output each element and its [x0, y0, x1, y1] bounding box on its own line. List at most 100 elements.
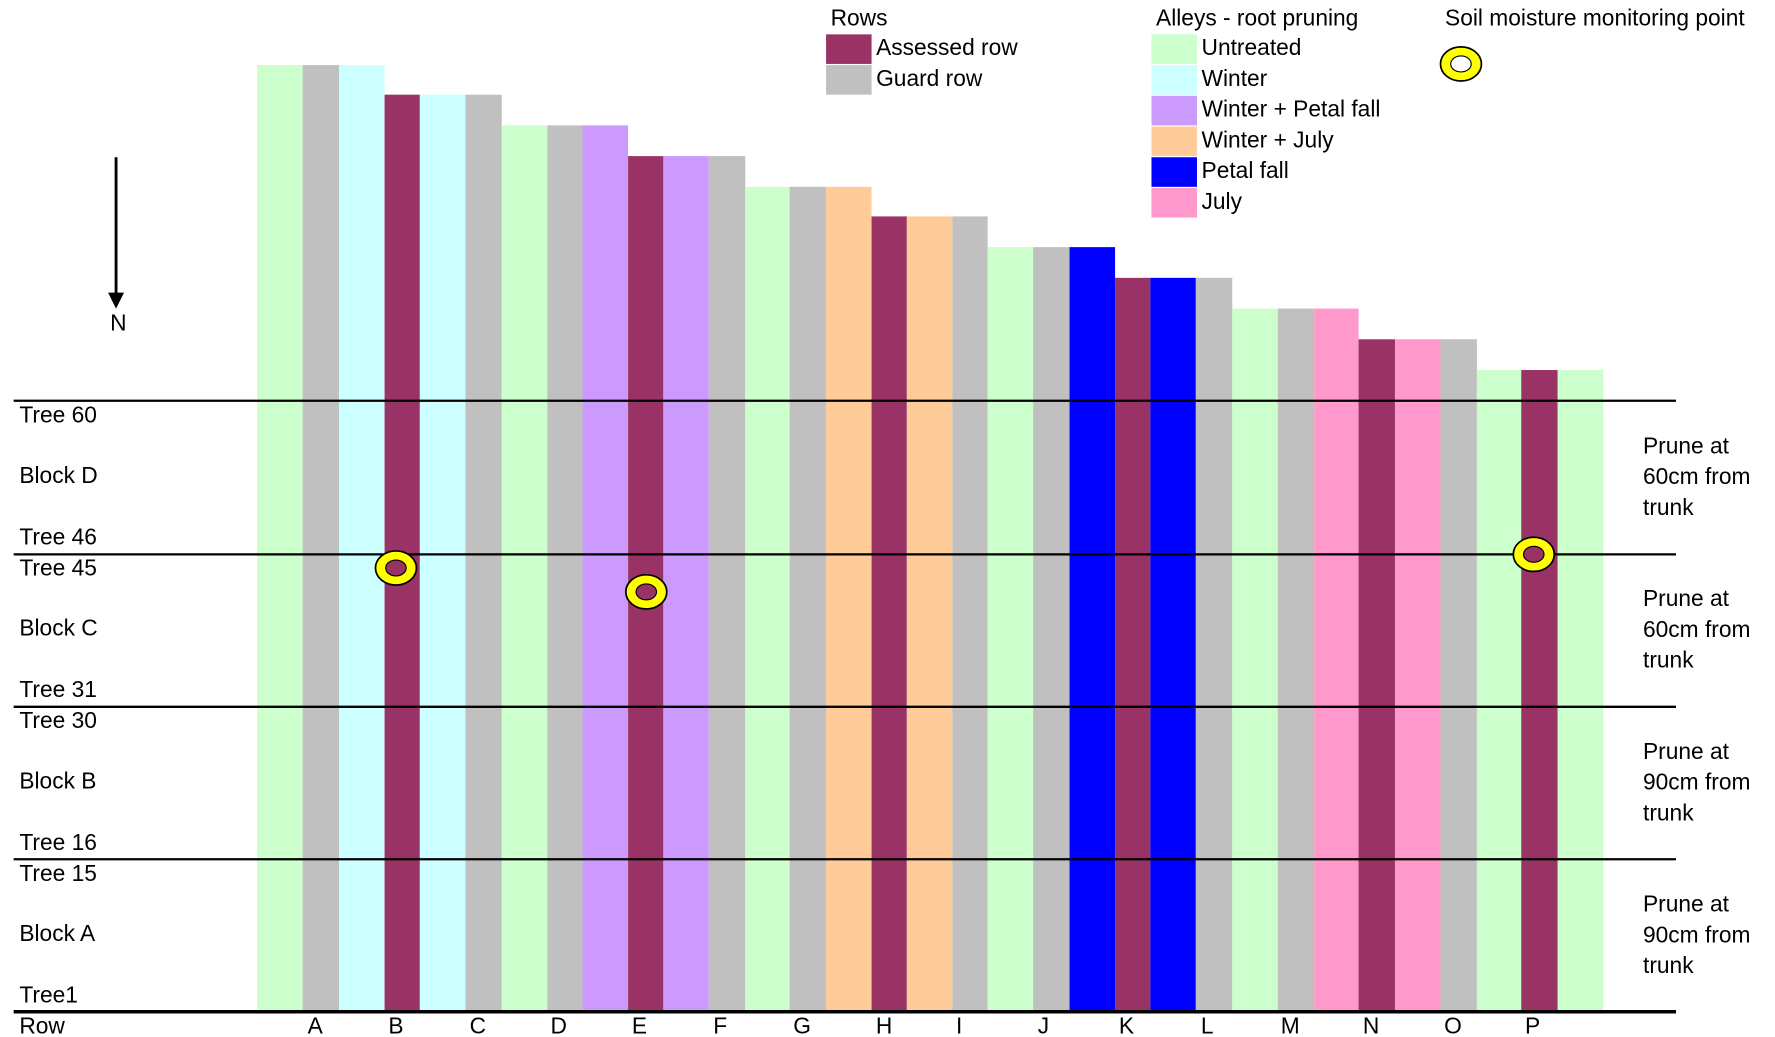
row-label: M	[1281, 1013, 1300, 1037]
row-label: L	[1201, 1013, 1214, 1037]
strip	[745, 186, 790, 1012]
prune-note: trunk	[1643, 647, 1694, 673]
tree-label: Tree 15	[19, 860, 97, 886]
prune-note: trunk	[1643, 952, 1694, 978]
monitoring-point-core	[1522, 545, 1545, 563]
block-label: Block C	[19, 615, 97, 641]
strip	[582, 125, 629, 1012]
row-label: D	[550, 1013, 566, 1037]
legend-label: Winter + Petal fall	[1202, 96, 1381, 122]
strip	[465, 94, 502, 1012]
strip	[1195, 277, 1233, 1012]
row-label: N	[1363, 1013, 1379, 1037]
strip	[1277, 308, 1315, 1012]
prune-note: 60cm from	[1643, 616, 1750, 642]
legend-label: July	[1202, 188, 1243, 214]
row-label: C	[470, 1013, 486, 1037]
row-label: P	[1525, 1013, 1540, 1037]
strip	[339, 65, 385, 1012]
strip	[1232, 308, 1278, 1012]
strip	[501, 125, 548, 1012]
strip	[1314, 308, 1359, 1012]
strip	[1394, 339, 1441, 1012]
legend-swatch	[1151, 65, 1197, 95]
monitoring-point-core	[385, 559, 407, 577]
north-label: N	[110, 310, 126, 336]
row-label: K	[1119, 1013, 1134, 1037]
strip	[1033, 247, 1070, 1012]
block-lines	[13, 399, 1677, 1014]
legend-icon-core	[1450, 55, 1472, 73]
legend-label: Winter	[1202, 65, 1268, 91]
labels: N Rows Alleys - root pruning Soil moistu…	[19, 5, 1750, 1037]
legend-swatch	[1151, 34, 1197, 64]
block-label: Block D	[19, 462, 97, 488]
legend-title: Alleys - root pruning	[1156, 5, 1358, 31]
block-label: Block A	[19, 920, 96, 946]
tree-label: Tree 16	[19, 829, 97, 855]
prune-note: Prune at	[1643, 585, 1730, 611]
legend-label: Petal fall	[1202, 157, 1289, 183]
legend-swatch	[1151, 95, 1197, 126]
strip	[1115, 277, 1151, 1012]
legend-title: Soil moisture monitoring point	[1445, 5, 1745, 31]
row-label: B	[388, 1013, 403, 1037]
legend-swatch	[826, 65, 872, 95]
legend-label: Guard row	[876, 65, 983, 91]
strip	[826, 186, 872, 1012]
strip	[906, 216, 953, 1012]
strip	[1557, 370, 1604, 1012]
tree-label: Tree 46	[19, 523, 97, 549]
tree-label: Tree 60	[19, 402, 97, 428]
strips	[257, 65, 1604, 1012]
row-label: O	[1444, 1013, 1462, 1037]
prune-note: Prune at	[1643, 738, 1730, 764]
strip	[1476, 370, 1522, 1012]
prune-note: 90cm from	[1643, 921, 1750, 947]
north-arrow-head	[108, 292, 125, 309]
strip	[789, 186, 827, 1012]
prune-note: 90cm from	[1643, 769, 1750, 795]
strip	[871, 216, 907, 1012]
legend-swatch	[1151, 126, 1197, 157]
strip	[1150, 277, 1196, 1012]
prune-note: Prune at	[1643, 891, 1730, 917]
tree-label: Tree1	[19, 982, 78, 1008]
prune-note: trunk	[1643, 799, 1694, 825]
strip	[1521, 370, 1558, 1012]
row-label: E	[632, 1013, 647, 1037]
strip	[987, 247, 1034, 1012]
legend-label: Winter + July	[1202, 126, 1335, 152]
monitoring-point-core	[635, 583, 658, 601]
row-header: Row	[19, 1013, 65, 1037]
tree-label: Tree 45	[19, 554, 97, 580]
prune-note: 60cm from	[1643, 463, 1750, 489]
row-label: F	[713, 1013, 727, 1037]
strip	[302, 65, 340, 1012]
strip	[952, 216, 988, 1012]
row-label: H	[876, 1013, 892, 1037]
legend-label: Untreated	[1202, 34, 1302, 60]
strip	[419, 94, 466, 1012]
legend-swatch	[1151, 157, 1197, 187]
legend-swatch	[826, 34, 872, 64]
tree-label: Tree 31	[19, 676, 97, 702]
tree-label: Tree 30	[19, 707, 97, 733]
row-label: A	[308, 1013, 324, 1037]
legend-label: Assessed row	[876, 34, 1018, 60]
strip	[1358, 339, 1395, 1012]
legend-title: Rows	[831, 5, 888, 31]
strip	[663, 156, 709, 1012]
prune-note: Prune at	[1643, 432, 1730, 458]
strip	[1069, 247, 1116, 1012]
row-label: I	[956, 1013, 962, 1037]
strip	[708, 156, 746, 1012]
block-label: Block B	[19, 767, 96, 793]
strip	[257, 65, 303, 1012]
row-label: J	[1038, 1013, 1049, 1037]
strip	[1440, 339, 1477, 1012]
strip	[547, 125, 583, 1012]
row-label: G	[793, 1013, 811, 1037]
